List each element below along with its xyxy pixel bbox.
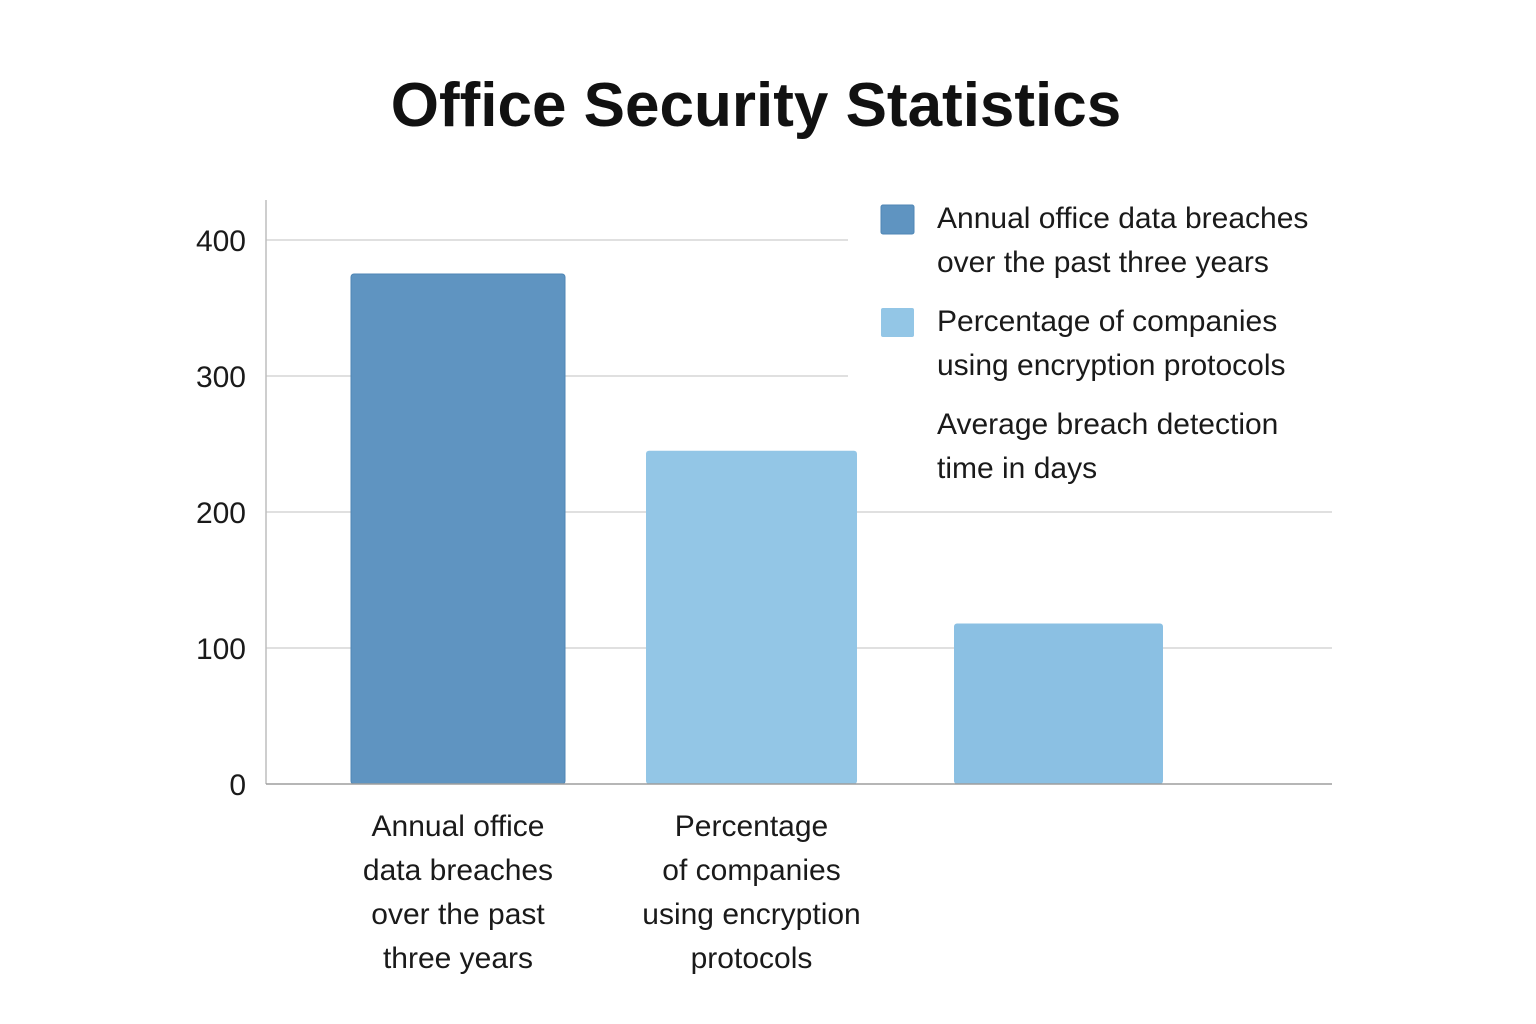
x-category-label: Annual office	[372, 810, 545, 843]
legend-label: over the past three years	[937, 246, 1269, 279]
y-tick-label: 200	[196, 497, 246, 530]
x-category-label: data breaches	[363, 854, 553, 887]
x-category-label: protocols	[691, 942, 813, 975]
legend-label: Percentage of companies	[937, 305, 1277, 338]
y-axis-ticks: 0 100 200 300 400	[196, 225, 246, 802]
y-tick-label: 400	[196, 225, 246, 258]
bar	[350, 273, 566, 785]
legend-swatch	[880, 204, 915, 235]
bar	[954, 623, 1163, 784]
y-tick-label: 100	[196, 633, 246, 666]
y-tick-label: 300	[196, 361, 246, 394]
x-category-label: over the past	[371, 898, 545, 931]
x-category-label: Percentage	[675, 810, 828, 843]
legend-label: Average breach detection	[937, 408, 1278, 441]
legend-swatch	[881, 308, 914, 337]
x-category-label: three years	[383, 942, 533, 975]
chart-title: Office Security Statistics	[391, 71, 1122, 140]
x-category-label: of companies	[662, 854, 840, 887]
legend: Annual office data breaches over the past…	[880, 202, 1308, 485]
bar	[646, 450, 857, 784]
legend-label: Annual office data breaches	[937, 202, 1308, 235]
x-category-label: using encryption	[642, 898, 860, 931]
legend-label: using encryption protocols	[937, 349, 1286, 382]
legend-label: time in days	[937, 452, 1097, 485]
axes	[265, 200, 1332, 785]
bars	[350, 273, 1163, 785]
y-tick-label: 0	[229, 769, 246, 802]
x-axis-category-labels: Annual office data breaches over the past t…	[363, 810, 861, 975]
